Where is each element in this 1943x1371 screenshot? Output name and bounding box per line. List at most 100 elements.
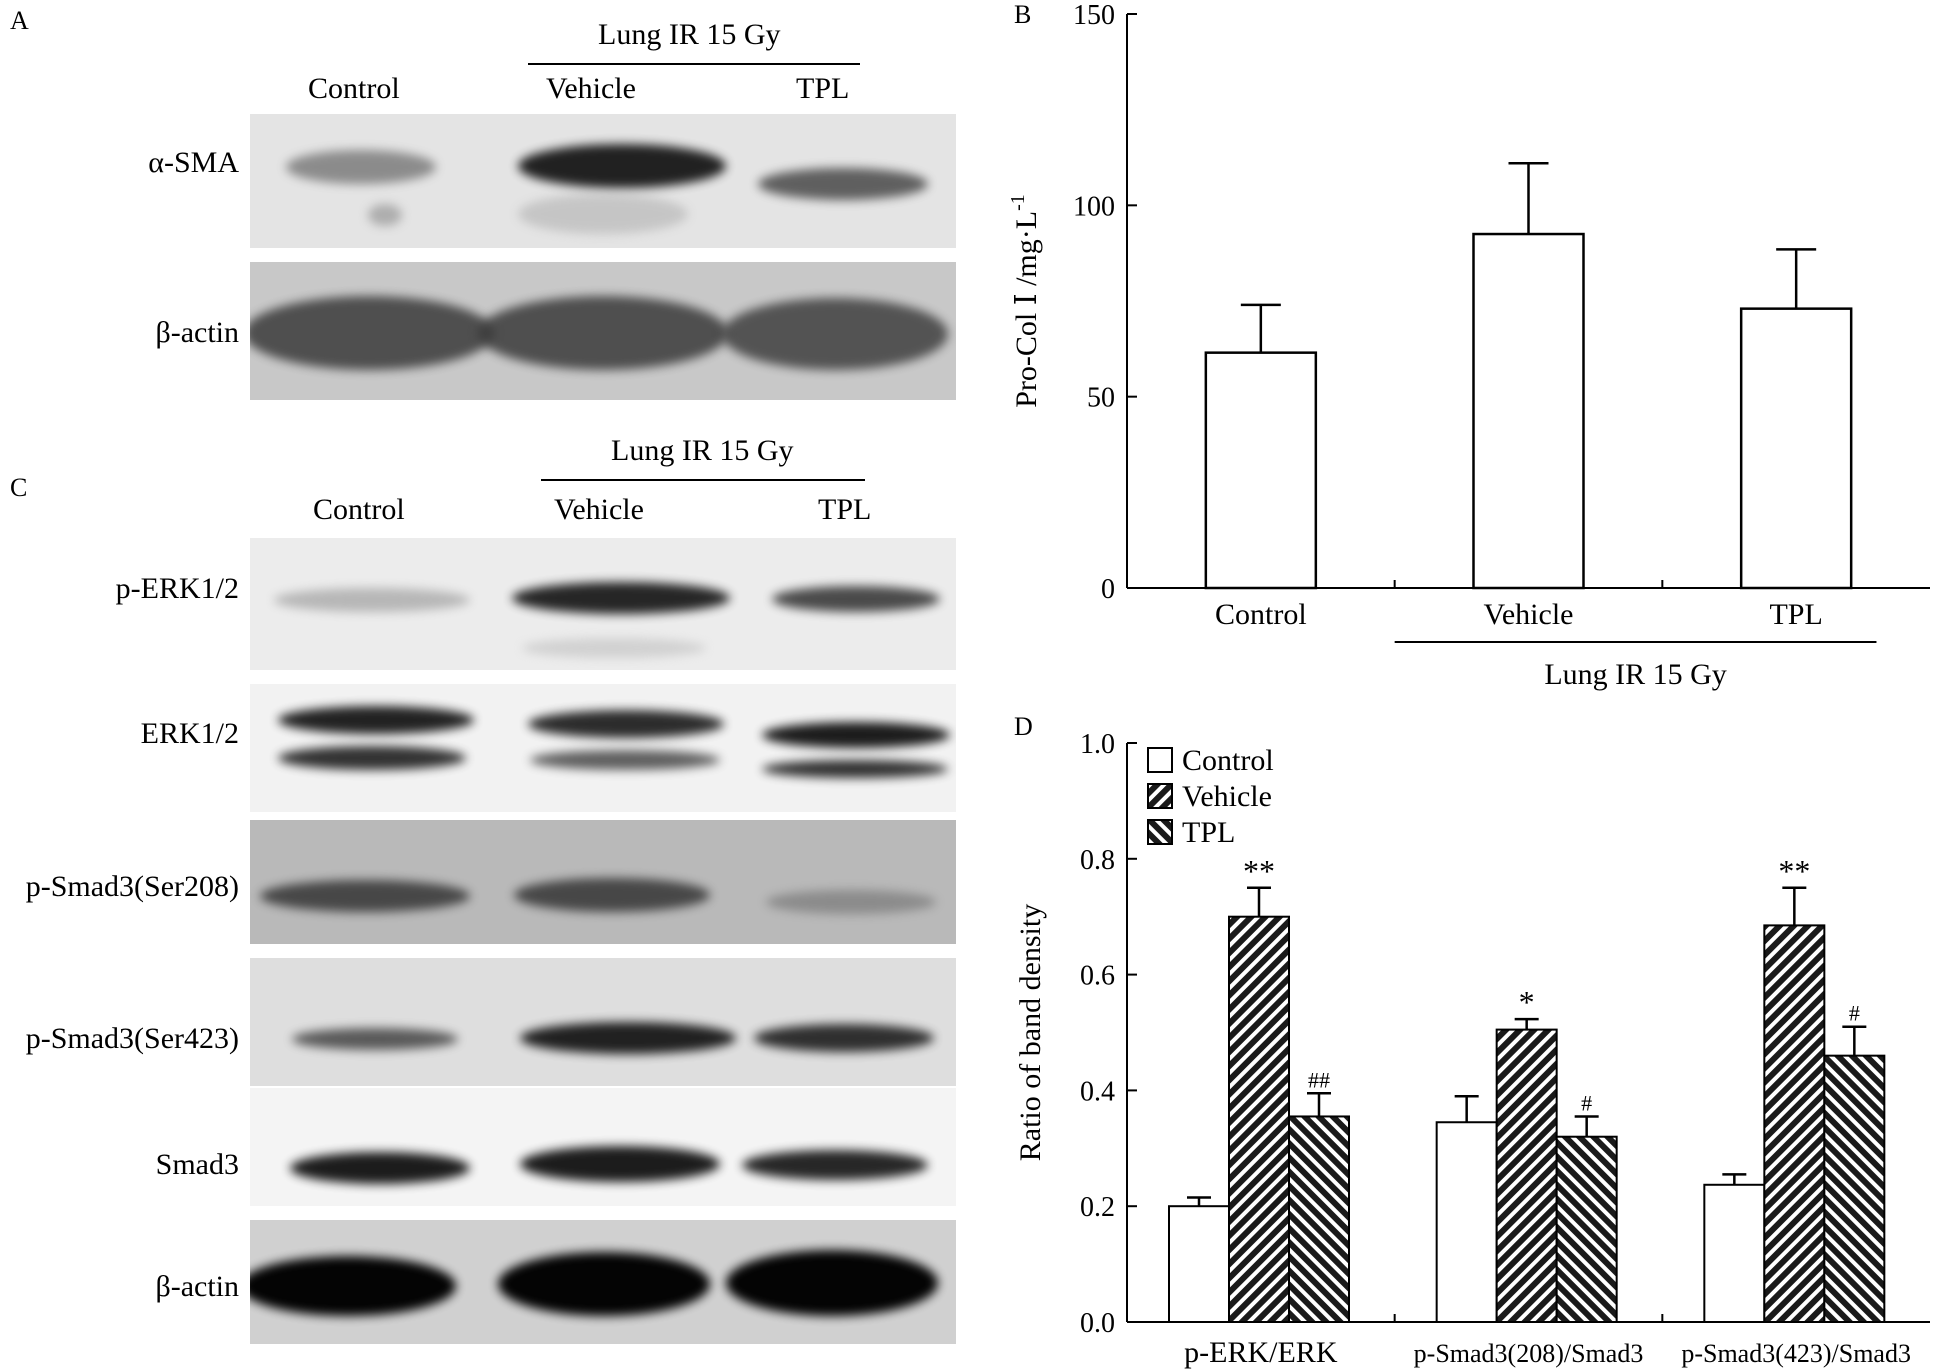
group-label: Lung IR 15 Gy xyxy=(1544,658,1727,691)
panel-c-lane-tpl: TPL xyxy=(818,493,872,526)
blot-band xyxy=(758,168,928,200)
y-tick-label: 0.8 xyxy=(1080,845,1115,876)
blot-band xyxy=(742,1150,928,1180)
blot-band xyxy=(512,582,730,614)
panel-a-group-line xyxy=(528,63,860,65)
bar-tpl xyxy=(1288,1115,1350,1323)
x-tick-label: p-Smad3(423)/Smad3 xyxy=(1681,1339,1911,1368)
bar-tpl xyxy=(1823,1054,1886,1324)
blot-band xyxy=(722,298,948,370)
y-tick-label: 150 xyxy=(1073,0,1115,31)
panel-a-group-label: Lung IR 15 Gy xyxy=(598,18,781,51)
blot-band xyxy=(518,194,688,234)
bar-tpl xyxy=(1555,1135,1618,1323)
bar-vehicle xyxy=(1495,1028,1558,1323)
bar-vehicle xyxy=(1763,924,1826,1323)
panel-a-blot-bactin xyxy=(250,262,956,400)
panel-c-row-label-psmad3-208: p-Smad3(Ser208) xyxy=(25,870,239,903)
y-tick-label: 1.0 xyxy=(1080,729,1115,760)
y-tick-label: 50 xyxy=(1087,383,1115,414)
legend-label: TPL xyxy=(1182,816,1235,849)
y-axis-label-superscript: -1 xyxy=(1007,194,1029,211)
panel-letter-a: A xyxy=(10,6,29,35)
x-tick-label: Vehicle xyxy=(1484,598,1574,631)
blot-band xyxy=(762,722,950,748)
blot-band xyxy=(368,204,402,226)
blot-band xyxy=(522,638,706,658)
blot-band xyxy=(518,144,726,188)
legend-swatch-vehicle xyxy=(1147,783,1173,809)
panel-c-group-label: Lung IR 15 Gy xyxy=(611,434,794,467)
panel-c-row-label-erk: ERK1/2 xyxy=(140,717,239,750)
blot-band xyxy=(530,750,720,770)
blot-band xyxy=(278,706,474,734)
significance-mark: ** xyxy=(1778,853,1810,889)
significance-mark: # xyxy=(1581,1090,1592,1115)
panel-c-blot-bactin xyxy=(250,1220,956,1344)
bar-tpl xyxy=(1739,307,1853,590)
panel-c-blot-erk xyxy=(250,684,956,812)
x-tick-label: p-ERK/ERK xyxy=(1184,1336,1338,1369)
bar-control xyxy=(1435,1121,1498,1323)
blot-band xyxy=(762,760,948,778)
y-axis-label-text: Pro-Col Ⅰ /mg·L xyxy=(1010,211,1043,408)
significance-mark: * xyxy=(1519,984,1535,1020)
blot-band xyxy=(754,1024,934,1052)
x-tick-label: TPL xyxy=(1769,598,1822,631)
x-tick-label: Control xyxy=(1215,598,1307,631)
panel-c-group-line xyxy=(541,479,865,481)
significance-mark: ** xyxy=(1243,853,1275,889)
bar-vehicle xyxy=(1472,232,1585,590)
panel-c-row-label-bactin: β-actin xyxy=(155,1270,239,1303)
legend-label: Control xyxy=(1182,744,1274,777)
panel-c-blot-perk xyxy=(250,538,956,670)
blot-band xyxy=(520,1146,720,1182)
blot-band xyxy=(292,1028,458,1050)
legend-label: Vehicle xyxy=(1182,780,1272,813)
panel-c-row-label-smad3: Smad3 xyxy=(155,1148,239,1181)
y-axis-label: Ratio of band density xyxy=(1014,904,1047,1161)
panel-a-lane-control: Control xyxy=(308,72,400,105)
bar-control xyxy=(1168,1205,1230,1323)
y-tick-label: 100 xyxy=(1073,191,1115,222)
panel-c-blot-psmad3-208 xyxy=(250,820,956,944)
blot-band xyxy=(478,296,728,370)
y-tick-label: 0.0 xyxy=(1080,1308,1115,1339)
panel-c-blot-smad3 xyxy=(250,1088,956,1206)
blot-band xyxy=(772,586,940,612)
blot-band xyxy=(278,746,466,770)
blot-band xyxy=(528,710,724,738)
blot-band xyxy=(726,1250,938,1316)
legend-swatch-control xyxy=(1147,747,1173,773)
blot-band xyxy=(514,878,710,912)
panel-letter-d: D xyxy=(1014,712,1033,741)
panel-a-row-label-bactin: β-actin xyxy=(155,316,239,349)
panel-letter-b: B xyxy=(1014,0,1032,29)
blot-band xyxy=(286,150,436,184)
y-axis-label: Pro-Col Ⅰ /mg·L-1 xyxy=(1007,194,1043,408)
panel-c-lane-vehicle: Vehicle xyxy=(554,493,644,526)
panel-a-lane-tpl: TPL xyxy=(796,72,850,105)
y-tick-label: 0 xyxy=(1101,574,1115,605)
panel-c-row-label-psmad3-423: p-Smad3(Ser423) xyxy=(25,1022,239,1055)
blot-band xyxy=(250,296,494,370)
panel-c-blot-psmad3-423 xyxy=(250,958,956,1086)
blot-band xyxy=(250,1256,456,1316)
blot-band xyxy=(290,1152,470,1184)
significance-mark: ## xyxy=(1308,1067,1330,1092)
significance-mark: # xyxy=(1849,1001,1860,1026)
panel-c-row-label-perk: p-ERK1/2 xyxy=(115,572,239,605)
bar-control xyxy=(1204,351,1318,590)
blot-band xyxy=(766,890,936,914)
blot-band xyxy=(274,588,470,612)
y-tick-label: 0.6 xyxy=(1080,961,1115,992)
legend-swatch-tpl xyxy=(1147,819,1173,845)
bar-vehicle xyxy=(1228,915,1290,1323)
blot-band xyxy=(520,1022,736,1054)
y-tick-label: 0.4 xyxy=(1080,1076,1115,1107)
panel-a-lane-vehicle: Vehicle xyxy=(546,72,636,105)
panel-a-row-label-asma: α-SMA xyxy=(148,146,239,179)
x-tick-label: p-Smad3(208)/Smad3 xyxy=(1414,1339,1644,1368)
panel-a-blot-asma xyxy=(250,114,956,248)
bar-control xyxy=(1703,1183,1766,1323)
